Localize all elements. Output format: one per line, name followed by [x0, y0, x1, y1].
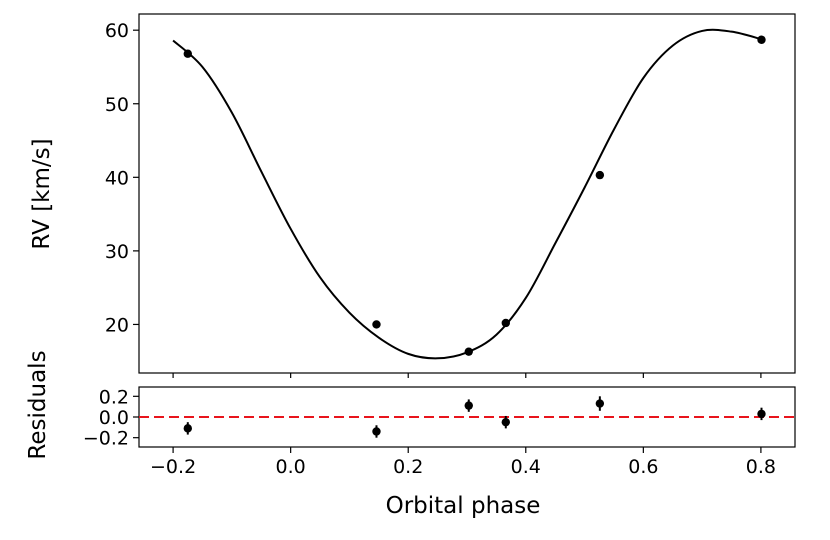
x-tick-label: 0.4 — [511, 456, 541, 478]
rv-model-curve — [172, 28, 762, 360]
rv-y-axis: 20 30 40 50 60 — [105, 20, 139, 336]
rv-data-point — [372, 320, 381, 329]
rv-panel: 20 30 40 50 60 RV [km/s] — [29, 13, 796, 378]
x-tick-label: 0.8 — [746, 456, 776, 478]
x-axis-title: Orbital phase — [386, 493, 541, 519]
x-tick-label: 0.0 — [276, 456, 306, 478]
residuals-y-tick-label: −0.2 — [83, 428, 129, 450]
residuals-x-axis: −0.2 0.0 0.2 0.4 0.6 0.8 — [150, 447, 776, 478]
rv-y-tick-label: 20 — [105, 314, 129, 336]
rv-y-tick-label: 60 — [105, 20, 129, 42]
rv-y-tick-label: 30 — [105, 241, 129, 263]
residual-data-point — [183, 424, 192, 433]
residuals-y-axis-title: Residuals — [25, 350, 51, 459]
residuals-y-tick-label: 0.0 — [99, 407, 129, 429]
rv-data-point — [757, 35, 766, 44]
residuals-panel: −0.20.00.2 −0.2 0.0 0.2 0.4 0.6 0.8 Residuals… — [25, 350, 796, 519]
rv-data-point — [501, 318, 510, 328]
x-tick-label: −0.2 — [150, 456, 196, 478]
rv-y-axis-title: RV [km/s] — [29, 138, 55, 249]
residual-data-point — [501, 417, 510, 427]
rv-plot-frame — [138, 13, 796, 374]
rv-data-point — [183, 49, 192, 58]
rv-data-point — [595, 170, 605, 180]
rv-y-tick-label: 40 — [105, 167, 129, 189]
residuals-data-points — [183, 396, 766, 438]
rv-data-points — [183, 35, 766, 356]
x-tick-label: 0.2 — [393, 456, 423, 478]
residual-data-point — [464, 401, 473, 410]
residual-data-point — [595, 399, 605, 408]
rv-x-axis — [172, 373, 762, 378]
residuals-y-axis: −0.20.00.2 — [83, 386, 139, 450]
residual-data-point — [372, 427, 381, 436]
rv-data-point — [464, 347, 473, 356]
residual-data-point — [757, 409, 766, 419]
rv-y-tick-label: 50 — [105, 94, 129, 116]
residuals-y-tick-label: 0.2 — [99, 386, 129, 408]
x-tick-label: 0.6 — [628, 456, 658, 478]
